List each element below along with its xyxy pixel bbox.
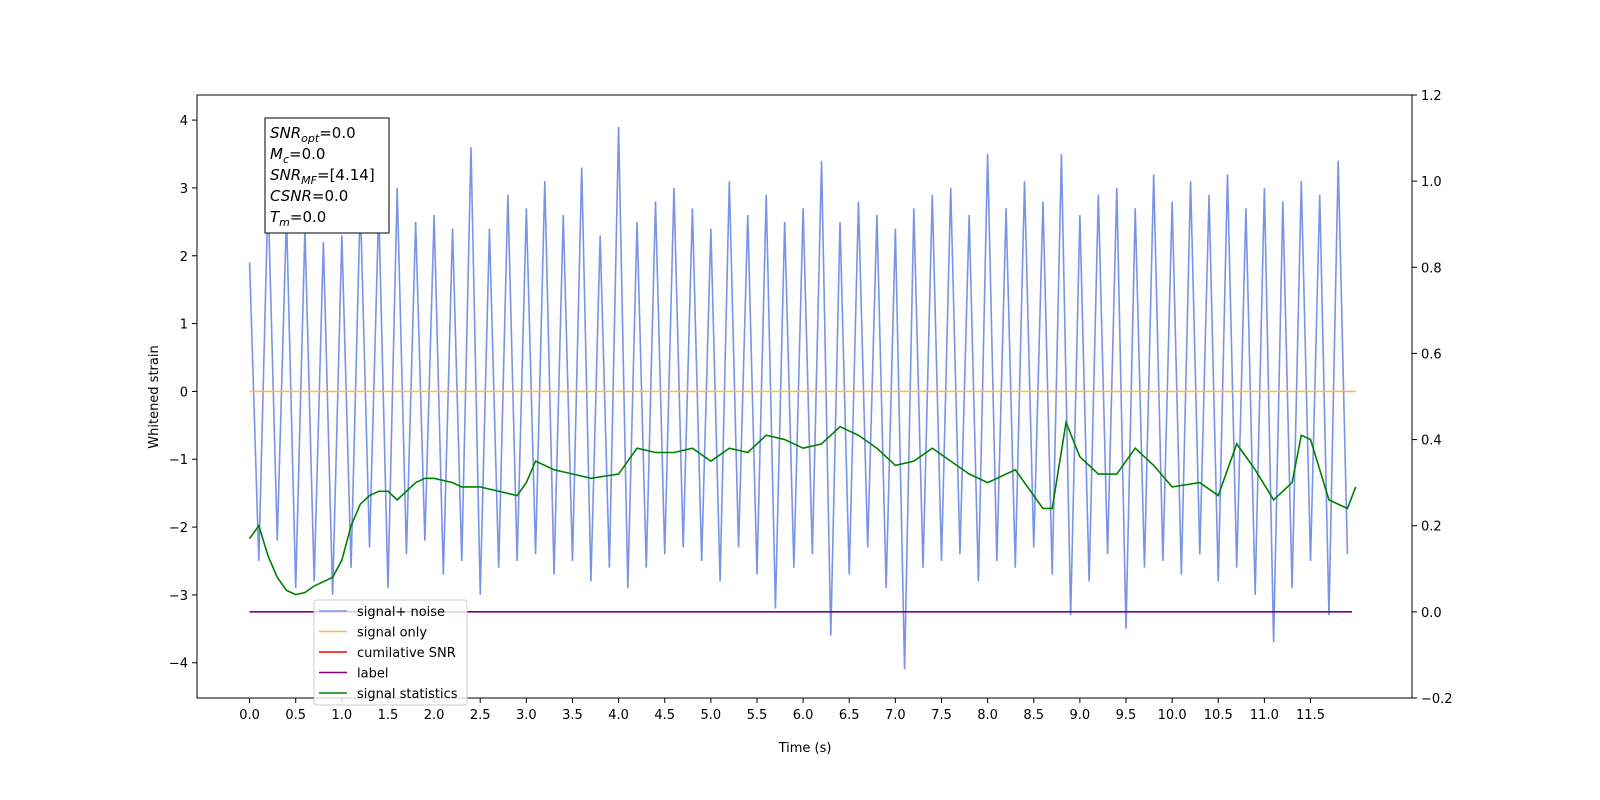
x-tick-label: 9.0 <box>1070 708 1091 723</box>
annotation-value: =0.0 <box>289 145 325 163</box>
annotation-value: =0.0 <box>290 208 326 226</box>
x-tick-label: 7.0 <box>885 708 906 723</box>
x-axis-label: Time (s) <box>778 741 832 756</box>
x-tick-label: 7.5 <box>931 708 952 723</box>
y2-tick-label: 1.0 <box>1421 175 1442 190</box>
x-tick-label: 2.0 <box>424 708 445 723</box>
x-tick-label: 10.0 <box>1158 708 1187 723</box>
annotation-line: CSNR=0.0 <box>270 187 348 205</box>
y2-tick-label: 0.8 <box>1421 261 1442 276</box>
annotation-subscript: opt <box>301 132 320 145</box>
annotation-symbol: SNR <box>270 124 301 142</box>
annotation-value: =0.0 <box>319 124 355 142</box>
y-tick-label: 4 <box>180 114 188 129</box>
x-tick-label: 1.0 <box>331 708 352 723</box>
annotation-subscript: MF <box>301 174 317 187</box>
y2-tick-label: −0.2 <box>1421 692 1453 707</box>
x-tick-label: 4.5 <box>654 708 675 723</box>
annotation-line: Mc=0.0 <box>270 145 325 166</box>
y-tick-label: −4 <box>169 657 188 672</box>
y-tick-label: −3 <box>169 589 188 604</box>
x-tick-label: 11.0 <box>1250 708 1279 723</box>
legend-label: signal only <box>357 626 427 641</box>
y-axis-label: Whitened strain <box>147 345 162 448</box>
y-tick-label: 3 <box>180 182 188 197</box>
x-tick-label: 5.5 <box>747 708 768 723</box>
x-tick-label: 3.5 <box>562 708 583 723</box>
x-tick-label: 2.5 <box>470 708 491 723</box>
y2-tick-label: 1.2 <box>1421 89 1442 104</box>
y2-tick-label: 0.2 <box>1421 520 1442 535</box>
annotation-symbol: M <box>270 145 283 163</box>
y-tick-label: −2 <box>169 521 188 536</box>
plot-frame <box>196 94 1413 699</box>
x-tick-label: 9.5 <box>1116 708 1137 723</box>
series-line <box>248 419 1357 596</box>
x-tick-label: 8.5 <box>1023 708 1044 723</box>
series-line <box>248 126 1349 670</box>
annotation-subscript: c <box>283 153 289 166</box>
legend-label: label <box>357 667 388 682</box>
y2-tick-label: 0.6 <box>1421 347 1442 362</box>
x-tick-label: 6.5 <box>839 708 860 723</box>
x-tick-label: 8.0 <box>977 708 998 723</box>
y-tick-label: −1 <box>169 453 188 468</box>
y2-tick-label: 0.0 <box>1421 606 1442 621</box>
annotation-line: SNRopt=0.0 <box>270 124 356 145</box>
y-tick-label: 1 <box>180 318 188 333</box>
x-tick-label: 3.0 <box>516 708 537 723</box>
x-tick-label: 0.5 <box>285 708 306 723</box>
y2-tick-label: 0.4 <box>1421 434 1442 449</box>
legend-label: cumilative SNR <box>357 646 456 661</box>
annotation-frame <box>264 117 390 234</box>
annotation-line: SNRMF=[4.14] <box>270 166 375 187</box>
legend-label: signal statistics <box>357 687 458 702</box>
annotation-symbol: SNR <box>270 166 301 184</box>
x-tick-label: 1.5 <box>378 708 399 723</box>
x-tick-label: 0.0 <box>239 708 260 723</box>
y-tick-label: 0 <box>180 385 188 400</box>
annotation-value: =0.0 <box>312 187 348 205</box>
annotation-line: Tm=0.0 <box>270 208 326 229</box>
annotation-value: =[4.14] <box>317 166 375 184</box>
x-tick-label: 11.5 <box>1296 708 1325 723</box>
x-tick-label: 6.0 <box>793 708 814 723</box>
legend-label: signal+ noise <box>357 605 445 620</box>
x-tick-label: 5.0 <box>701 708 722 723</box>
legend-frame <box>313 599 468 706</box>
annotation-symbol: CSNR <box>270 187 312 205</box>
y-tick-label: 2 <box>180 250 188 265</box>
legend: signal+ noise signal only cumilative SNR la… <box>313 599 468 706</box>
x-tick-label: 4.0 <box>608 708 629 723</box>
annotation-symbol: T <box>270 208 281 226</box>
x-tick-label: 10.5 <box>1204 708 1233 723</box>
annotation-box: SNRopt=0.0Mc=0.0SNRMF=[4.14]CSNR=0.0Tm=0… <box>264 117 390 234</box>
annotation-subscript: m <box>279 216 290 229</box>
